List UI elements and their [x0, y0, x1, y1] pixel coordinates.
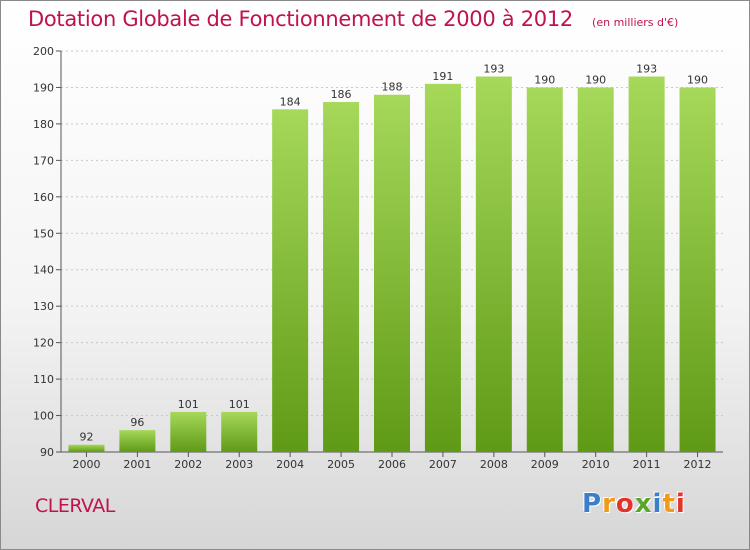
- y-tick-label: 100: [33, 410, 54, 423]
- chart-unit-note: (en milliers d'€): [592, 16, 679, 29]
- y-tick-label: 120: [33, 337, 54, 350]
- title-row: Dotation Globale de Fonctionnement de 20…: [28, 7, 678, 31]
- data-label-2010: 190: [585, 73, 606, 86]
- logo-letter: t: [662, 489, 676, 519]
- logo-letter: P: [582, 489, 603, 519]
- x-tick-label-2003: 2003: [225, 458, 253, 471]
- x-tick-label-2006: 2006: [378, 458, 406, 471]
- x-tick-label-2001: 2001: [123, 458, 151, 471]
- logo-letter: i: [675, 489, 686, 519]
- data-label-2000: 92: [79, 431, 93, 444]
- logo-letter: i: [652, 489, 663, 519]
- chart-title: Dotation Globale de Fonctionnement de 20…: [28, 7, 573, 31]
- bar-2009: [526, 87, 563, 453]
- data-label-2001: 96: [130, 416, 144, 429]
- x-tick-label-2010: 2010: [582, 458, 610, 471]
- data-label-2004: 184: [280, 95, 301, 108]
- logo-letter: r: [602, 489, 616, 519]
- place-name: CLERVAL: [35, 495, 115, 517]
- bar-2006: [374, 94, 410, 452]
- bar-2007: [424, 83, 461, 453]
- data-label-2006: 188: [382, 81, 403, 94]
- x-tick-label-2002: 2002: [174, 458, 202, 471]
- data-label-2011: 193: [636, 63, 657, 76]
- y-tick-label: 180: [33, 118, 54, 131]
- proxiti-logo[interactable]: Proxiti: [582, 489, 686, 519]
- data-label-2003: 101: [229, 398, 250, 411]
- data-label-2008: 193: [483, 63, 504, 76]
- x-tick-label-2012: 2012: [684, 458, 712, 471]
- y-tick-label: 150: [33, 227, 54, 240]
- data-label-2012: 190: [687, 73, 708, 86]
- bar-2001: [119, 430, 156, 452]
- y-tick-label: 130: [33, 300, 54, 313]
- y-tick-label: 160: [33, 191, 54, 204]
- data-label-2002: 101: [178, 398, 199, 411]
- y-tick-label: 140: [33, 264, 54, 277]
- bar-2000: [68, 444, 105, 452]
- y-tick-label: 190: [33, 81, 54, 94]
- bar-2012: [679, 87, 716, 453]
- y-tick-label: 200: [33, 45, 54, 58]
- x-tick-label-2000: 2000: [72, 458, 100, 471]
- y-tick-label: 110: [33, 373, 54, 386]
- x-tick-label-2009: 2009: [531, 458, 559, 471]
- bars: [68, 76, 716, 453]
- bar-2005: [323, 102, 360, 452]
- bar-2010: [577, 87, 614, 453]
- bar-2003: [221, 411, 258, 452]
- logo-letter: o: [615, 489, 635, 519]
- logo-letter: x: [634, 489, 653, 519]
- y-tick-label: 170: [33, 154, 54, 167]
- x-tick-label-2007: 2007: [429, 458, 457, 471]
- data-label-2007: 191: [432, 70, 453, 83]
- x-tick-label-2011: 2011: [633, 458, 661, 471]
- y-tick-label: 90: [40, 446, 54, 459]
- labels: 90 100 110 120 130 140 150 160 170 180 190 200 92 200…: [33, 45, 712, 471]
- x-tick-label-2005: 2005: [327, 458, 355, 471]
- x-tick-label-2008: 2008: [480, 458, 508, 471]
- data-label-2005: 186: [331, 88, 352, 101]
- bar-2008: [475, 76, 512, 452]
- data-label-2009: 190: [534, 73, 555, 86]
- bar-2002: [170, 411, 207, 452]
- bar-2004: [272, 109, 309, 452]
- x-tick-label-2004: 2004: [276, 458, 304, 471]
- bar-2011: [628, 76, 665, 452]
